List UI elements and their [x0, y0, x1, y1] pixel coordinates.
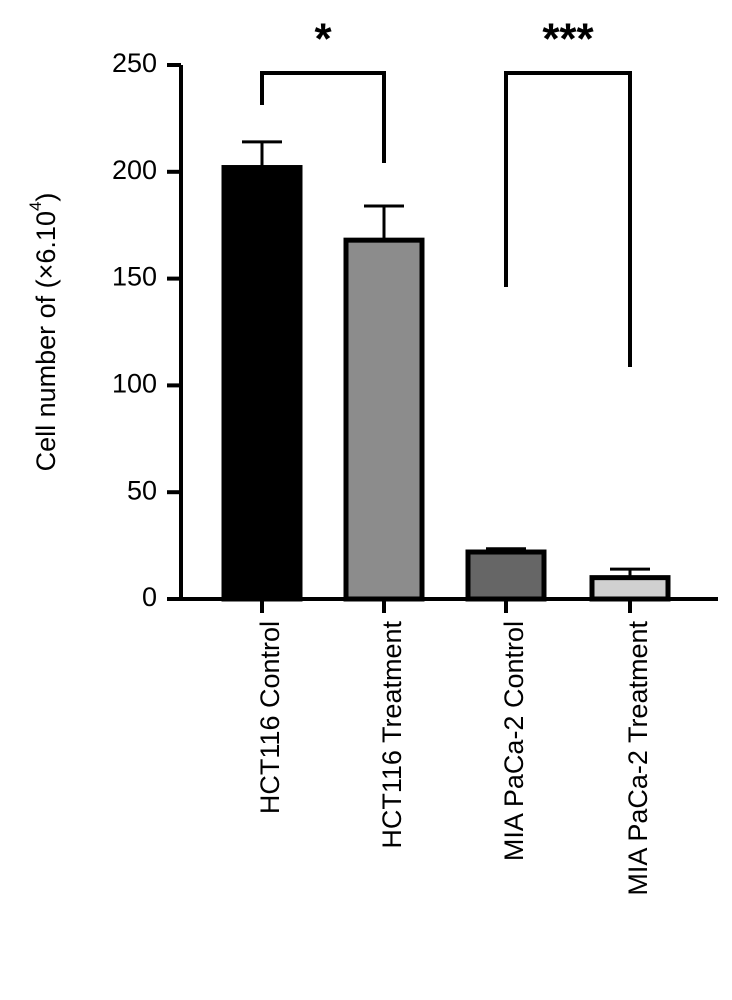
y-axis-label: Cell number of (×6.104) — [26, 193, 61, 472]
y-tick-label: 200 — [112, 155, 157, 185]
bar-3 — [465, 549, 547, 602]
y-tick-label: 150 — [112, 262, 157, 292]
y-tick-label: 50 — [127, 475, 157, 505]
bar-4 — [589, 575, 671, 602]
x-category-label-3: MIA PaCa-2 Control — [499, 621, 529, 861]
x-category-label-1: HCT116 Control — [255, 621, 285, 814]
bar-1 — [221, 165, 303, 602]
significance-bracket-2 — [504, 71, 632, 367]
y-tick-label: 100 — [112, 369, 157, 399]
significance-label-2: *** — [542, 15, 594, 64]
bar-2 — [343, 237, 425, 602]
x-category-label-2: HCT116 Treatment — [377, 621, 407, 849]
y-tick-label: 250 — [112, 48, 157, 78]
y-tick-label: 0 — [142, 582, 157, 612]
x-category-label-4: MIA PaCa-2 Treatment — [623, 621, 653, 896]
significance-label-1: * — [314, 15, 332, 64]
significance-bracket-1 — [260, 71, 386, 163]
